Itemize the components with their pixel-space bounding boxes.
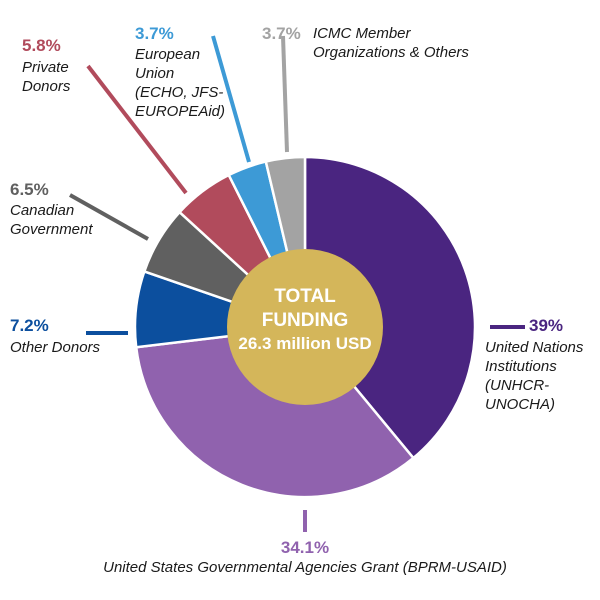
- slice-1: [134, 325, 416, 499]
- slice-2-percent-label: 7.2%: [10, 316, 49, 335]
- center-label-line1: TOTAL: [274, 286, 336, 307]
- slice-0-label-line-0: United Nations: [485, 339, 584, 356]
- slice-5-label-line-0: European: [135, 46, 200, 63]
- slice-0: [303, 155, 477, 460]
- slice-4-label-line-0: Private: [22, 59, 69, 76]
- slice-5-label-line-3: EUROPEAid): [135, 103, 225, 120]
- slice-5-label-line-2: (ECHO, JFS-: [135, 84, 223, 101]
- slice-2-label-line-0: Other Donors: [10, 339, 101, 356]
- center-label-line2: FUNDING: [262, 310, 349, 331]
- center-circle: [227, 249, 383, 405]
- slice-4-percent-label: 5.8%: [22, 36, 61, 55]
- slice-1-percent-label: 34.1%: [281, 538, 329, 557]
- slice-0-label-line-2: (UNHCR-: [485, 377, 549, 394]
- slice-3-label-line-1: Government: [10, 221, 93, 238]
- slice-6-percent-label: 3.7%: [262, 24, 301, 43]
- slice-5-percent-label: 3.7%: [135, 24, 174, 43]
- leader-line-3: [69, 193, 149, 241]
- leader-line-4: [86, 64, 188, 195]
- slice-0-label-line-1: Institutions: [485, 358, 557, 375]
- slice-3-percent-label: 6.5%: [10, 180, 49, 199]
- slice-1-label-line-0: United States Governmental Agencies Gran…: [103, 559, 507, 576]
- slice-4-label-line-1: Donors: [22, 78, 71, 95]
- slice-5-label-line-1: Union: [135, 65, 174, 82]
- leader-line-6: [281, 35, 289, 153]
- center-label-line3: 26.3 million USD: [238, 334, 371, 353]
- slice-0-percent-label: 39%: [529, 316, 563, 335]
- slice-0-label-line-3: UNOCHA): [485, 396, 555, 413]
- leader-lines: [69, 35, 525, 532]
- slice-6-label-line-0: ICMC Member: [313, 25, 412, 42]
- slice-labels: 39% United Nations Institutions (UNHCR- UNOC…: [10, 24, 584, 576]
- slice-3-label-line-0: Canadian: [10, 202, 74, 219]
- slice-6-label-line-1: Organizations & Others: [313, 44, 469, 61]
- donut-slices: [133, 155, 477, 499]
- leader-line-5: [211, 35, 251, 163]
